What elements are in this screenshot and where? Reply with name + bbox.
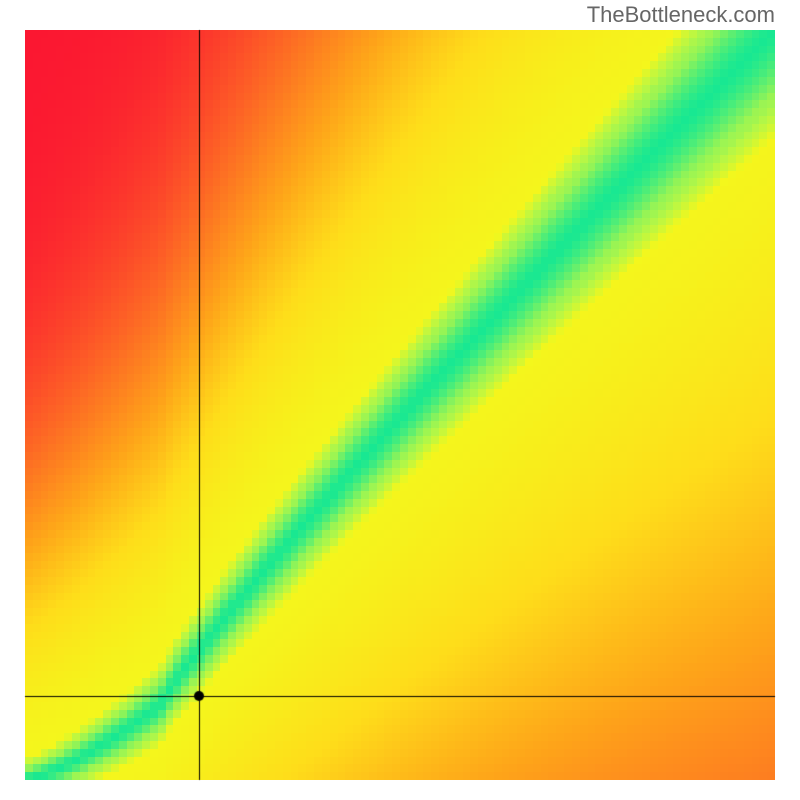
- watermark-text: TheBottleneck.com: [587, 2, 775, 28]
- crosshair-overlay: [0, 0, 800, 800]
- chart-container: TheBottleneck.com: [0, 0, 800, 800]
